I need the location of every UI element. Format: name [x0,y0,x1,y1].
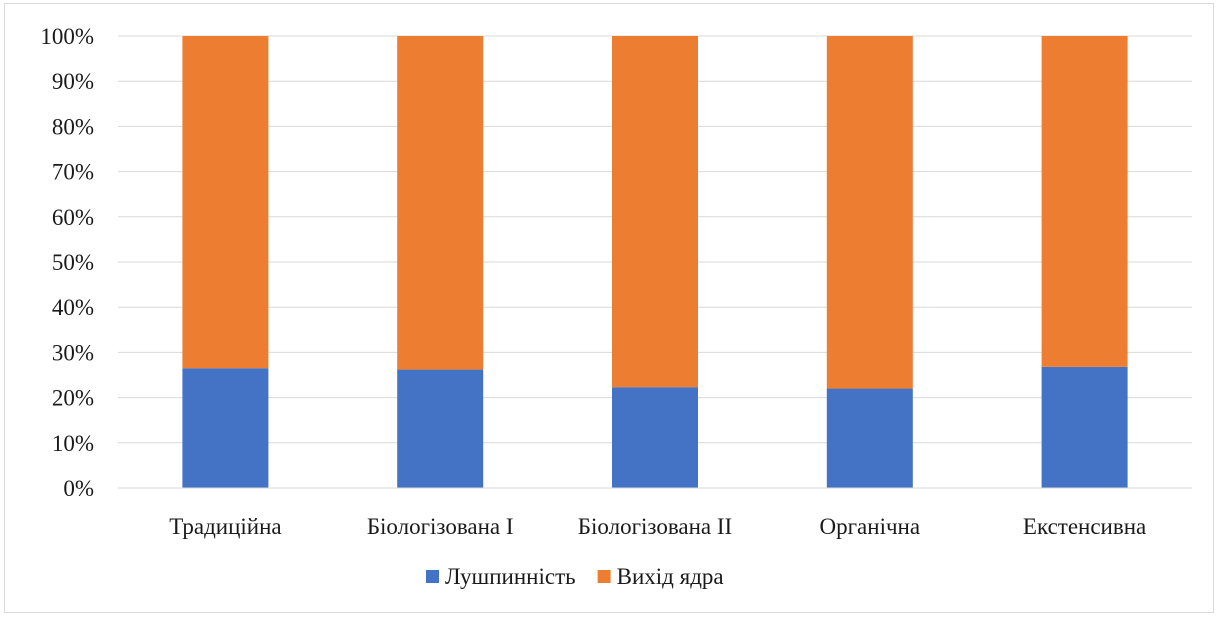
bar-segment [1041,36,1128,367]
y-tick-label: 20% [52,386,94,411]
bar-segment [1041,366,1128,488]
x-category-label: Біологізована II [578,514,732,539]
y-tick-label: 50% [52,250,94,275]
bar-segment [826,388,913,488]
x-category-label: Біологізована I [367,514,514,539]
legend: Лушпинність Вихід ядра [426,564,724,589]
legend-label: Лушпинність [445,564,576,589]
y-tick-label: 30% [52,340,94,365]
y-tick-label: 10% [52,431,94,456]
bar-segment [397,36,484,370]
y-axis-tick-labels: 0% 10% 20% 30% 40% 50% 60% 70% 80% 90% 100% [40,24,94,501]
x-axis-category-labels: Традиційна Біологізована I Біологізована I… [169,514,1146,539]
y-tick-label: 0% [63,476,94,501]
bars [182,36,1128,488]
legend-swatch [426,570,439,583]
y-tick-label: 70% [52,160,94,185]
bar-segment [182,36,269,369]
x-category-label: Органічна [820,514,921,539]
x-category-label: Традиційна [169,514,281,539]
bar-segment [612,387,698,488]
y-tick-label: 60% [52,205,94,230]
y-tick-label: 80% [52,114,94,139]
x-category-label: Екстенсивна [1023,514,1146,539]
y-tick-label: 90% [52,69,94,94]
y-tick-label: 40% [52,295,94,320]
bar-segment [182,368,269,488]
legend-label: Вихід ядра [617,564,724,589]
legend-swatch [597,570,611,583]
bar-segment [397,369,484,488]
y-tick-label: 100% [40,24,94,49]
bar-segment [826,36,913,389]
bar-segment [612,36,698,388]
